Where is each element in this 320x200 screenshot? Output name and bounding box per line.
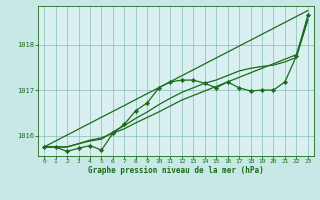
X-axis label: Graphe pression niveau de la mer (hPa): Graphe pression niveau de la mer (hPa) [88, 166, 264, 175]
